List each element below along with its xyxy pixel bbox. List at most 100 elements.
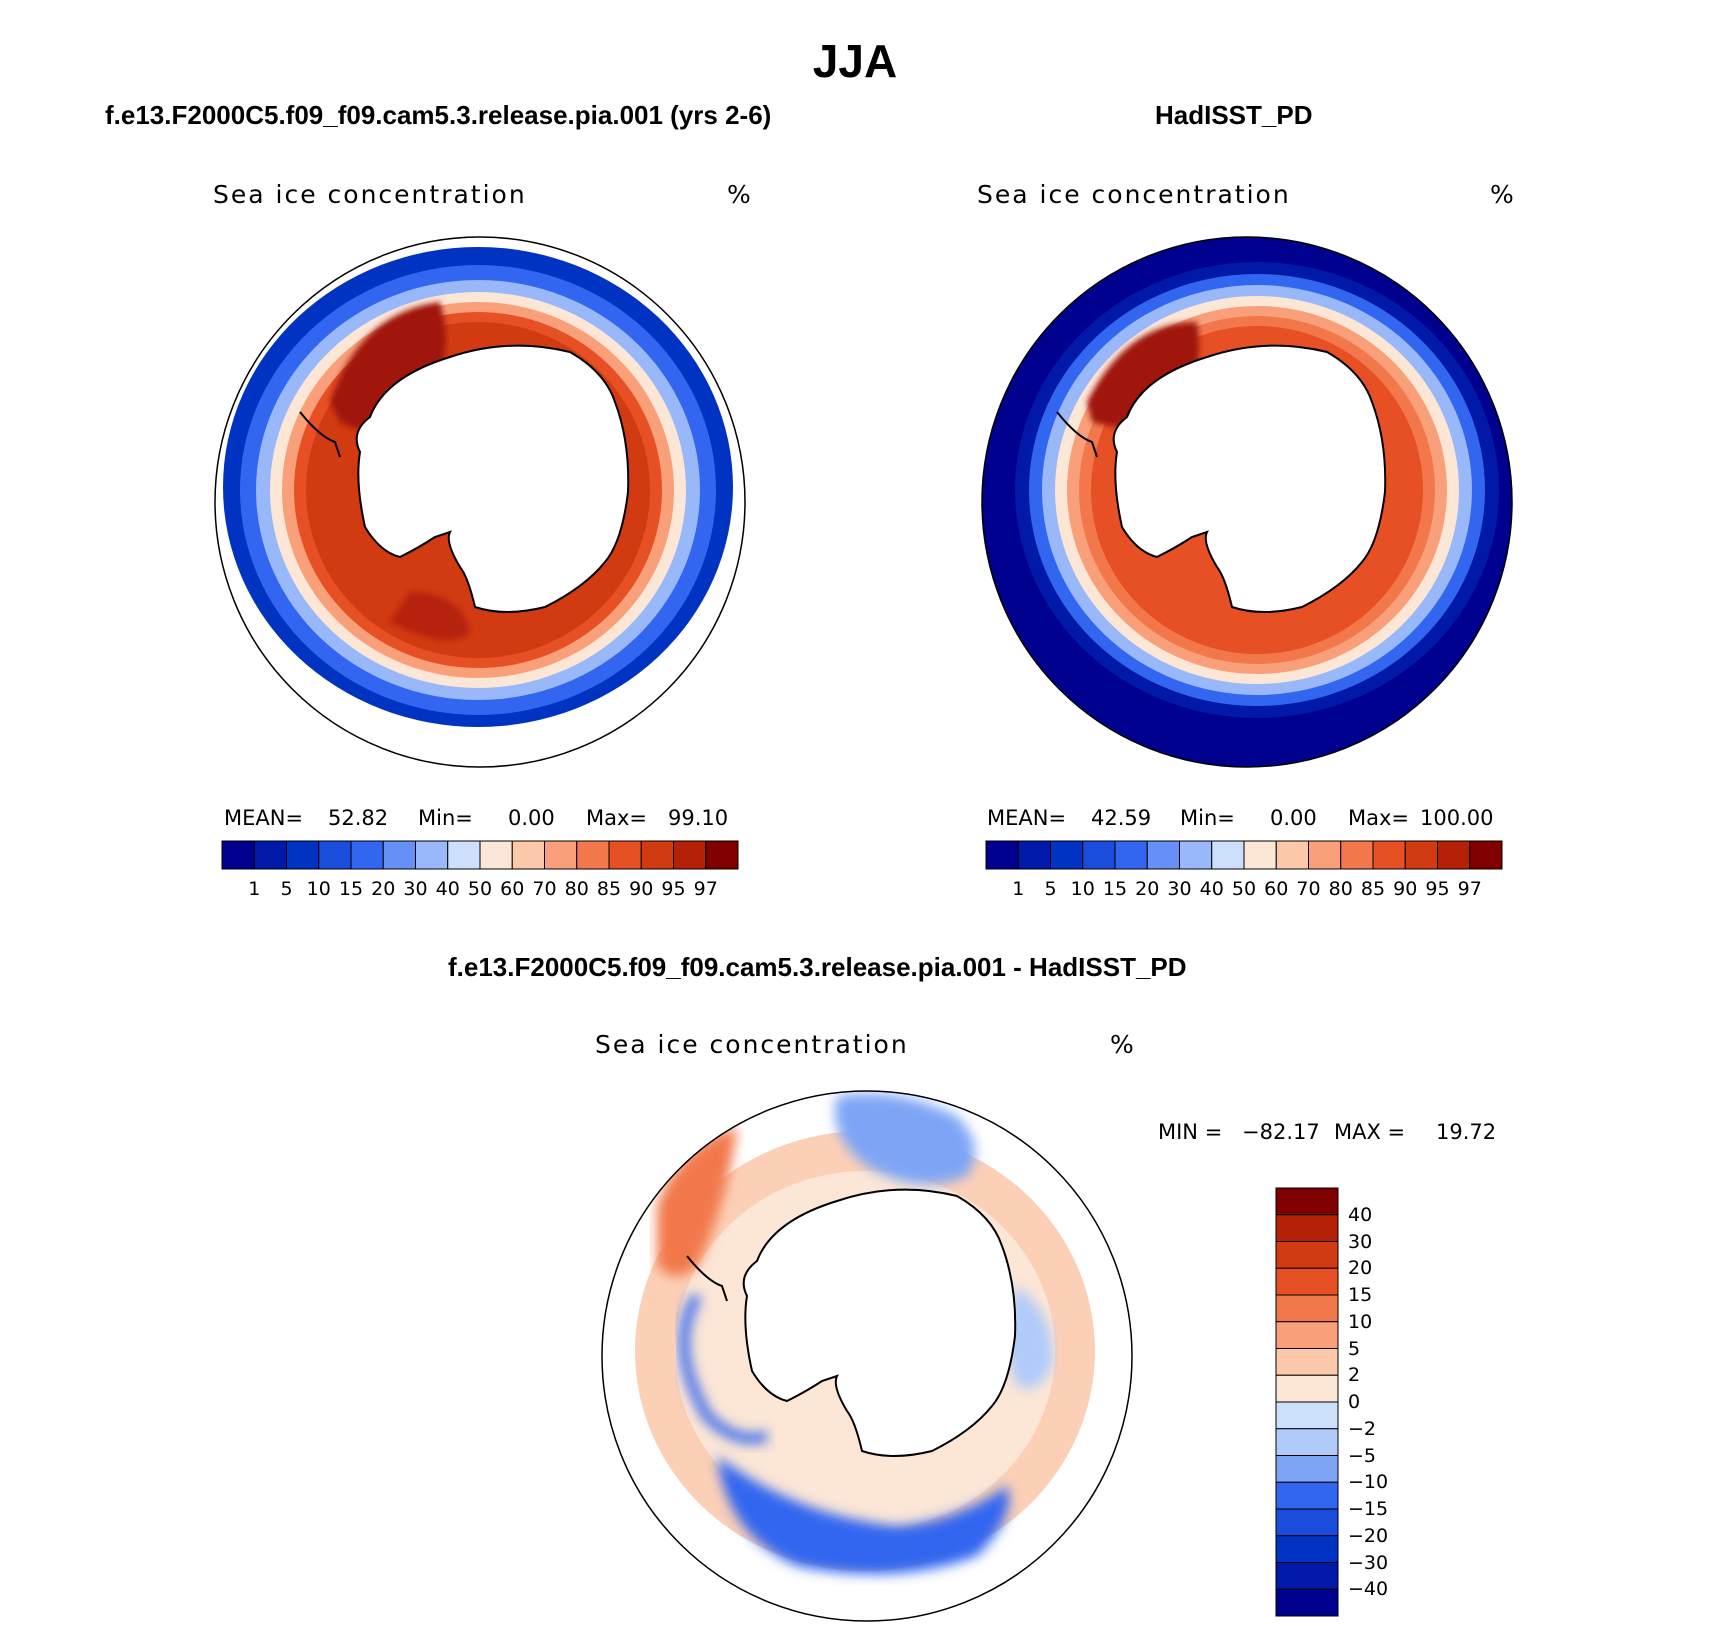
panel-1-map bbox=[214, 236, 746, 768]
panel-3-units: % bbox=[1110, 1030, 1136, 1059]
panel-2-colorbar-swatch bbox=[1146, 840, 1180, 870]
panel-3-colorbar-swatch bbox=[1275, 1294, 1339, 1323]
panel-1-min-value: 0.00 bbox=[508, 806, 555, 830]
panel-3-max-label: MAX = bbox=[1334, 1120, 1406, 1144]
panel-3-max-value: 19.72 bbox=[1436, 1120, 1497, 1144]
panel-1-colorbar-tick-label: 15 bbox=[338, 878, 364, 900]
panel-2-max-label: Max= bbox=[1348, 806, 1410, 830]
panel-2-colorbar-tick-label: 95 bbox=[1425, 878, 1450, 900]
panel-3-colorbar-tick-label: −10 bbox=[1348, 1471, 1389, 1494]
panel-1-colorbar-swatch bbox=[673, 840, 707, 870]
panel-2-colorbar-tick-label: 70 bbox=[1296, 878, 1321, 900]
panel-3-colorbar-tick-label: −5 bbox=[1348, 1444, 1377, 1467]
panel-2-colorbar-tick-label: 30 bbox=[1167, 878, 1192, 900]
panel-1-colorbar-swatch bbox=[253, 840, 287, 870]
panel-3-variable: Sea ice concentration bbox=[595, 1030, 909, 1059]
panel-1-colorbar-swatch bbox=[382, 840, 416, 870]
panel-3-colorbar-tick-label: 5 bbox=[1348, 1337, 1361, 1360]
panel-1-colorbar bbox=[221, 840, 739, 870]
panel-2-colorbar-swatch bbox=[1179, 840, 1213, 870]
panel-3-colorbar-swatch bbox=[1275, 1588, 1339, 1617]
panel-2-colorbar-swatch bbox=[985, 840, 1019, 870]
panel-2-colorbar-swatch bbox=[1017, 840, 1051, 870]
panel-1-colorbar-swatch bbox=[608, 840, 642, 870]
panel-1-colorbar-swatch bbox=[705, 840, 739, 870]
panel-1-max-label: Max= bbox=[586, 806, 648, 830]
panel-3-min-value: −82.17 bbox=[1242, 1120, 1320, 1144]
panel-2-variable: Sea ice concentration bbox=[977, 180, 1291, 209]
panel-2-colorbar-swatch bbox=[1082, 840, 1116, 870]
panel-3-colorbar bbox=[1275, 1187, 1339, 1617]
panel-3-colorbar-swatch bbox=[1275, 1535, 1339, 1563]
panel-1-colorbar-swatch bbox=[415, 840, 449, 870]
panel-2-colorbar-swatch bbox=[1340, 840, 1374, 870]
panel-2-colorbar-swatch bbox=[1050, 840, 1084, 870]
panel-1-colorbar-tick-label: 30 bbox=[403, 878, 428, 900]
panel-3-colorbar-tick-label: −30 bbox=[1348, 1551, 1389, 1574]
panel-2-colorbar-tick-label: 80 bbox=[1328, 878, 1353, 900]
panel-3-colorbar-swatch bbox=[1275, 1348, 1339, 1376]
panel-2-min-value: 0.00 bbox=[1270, 806, 1317, 830]
panel-1-colorbar-tick-label: 20 bbox=[371, 878, 396, 900]
panel-3-colorbar-swatch bbox=[1275, 1508, 1339, 1537]
panel-3-colorbar-swatch bbox=[1275, 1214, 1339, 1242]
panel-3-colorbar-swatch bbox=[1275, 1321, 1339, 1349]
panel-1-units: % bbox=[727, 180, 753, 209]
panel-2-colorbar-swatch bbox=[1243, 840, 1277, 870]
panel-2-colorbar-tick-label: 60 bbox=[1264, 878, 1289, 900]
panel-3-antarctica bbox=[742, 1188, 1017, 1457]
panel-1-colorbar-tick-label: 1 bbox=[248, 878, 261, 900]
panel-3-colorbar-tick-label: 40 bbox=[1348, 1203, 1373, 1226]
panel-2-units: % bbox=[1490, 180, 1516, 209]
panel-1-colorbar-tick-label: 40 bbox=[435, 878, 460, 900]
panel-1-colorbar-swatch bbox=[221, 840, 255, 870]
panel-2-colorbar-tick-label: 97 bbox=[1457, 878, 1482, 900]
panel-3-colorbar-swatch bbox=[1275, 1241, 1339, 1269]
panel-3-colorbar-tick-label: 30 bbox=[1348, 1230, 1373, 1253]
panel-2-max-value: 100.00 bbox=[1420, 806, 1494, 830]
panel-3-colorbar-swatch bbox=[1275, 1562, 1339, 1590]
panel-3-colorbar-tick-label: −2 bbox=[1348, 1417, 1377, 1440]
panel-1-colorbar-tick-label: 95 bbox=[661, 878, 686, 900]
panel-1-colorbar-tick-label: 70 bbox=[532, 878, 557, 900]
panel-2-colorbar-tick-label: 85 bbox=[1360, 878, 1386, 900]
panel-1-max-value: 99.10 bbox=[668, 806, 729, 830]
panel-1-colorbar-tick-label: 80 bbox=[564, 878, 589, 900]
panel-1-colorbar-tick-label: 90 bbox=[629, 878, 654, 900]
panel-3-colorbar-tick-label: 20 bbox=[1348, 1257, 1373, 1280]
panel-1-colorbar-tick-label: 10 bbox=[306, 878, 331, 900]
panel-1-colorbar-tick-label: 97 bbox=[693, 878, 718, 900]
panel-2-colorbar-swatch bbox=[1469, 840, 1503, 870]
panel-3-colorbar-labels: 40 30 20 15 10 5 2 0 −2 −5 −10 −15 −20 −30 −40 bbox=[1348, 1188, 1428, 1616]
panel-1-colorbar-tick-label: 50 bbox=[467, 878, 493, 900]
panel-2-colorbar-swatch bbox=[1211, 840, 1245, 870]
panel-2-heading: HadISST_PD bbox=[1155, 100, 1313, 130]
panel-2-colorbar-tick-label: 50 bbox=[1231, 878, 1257, 900]
panel-3-map bbox=[601, 1090, 1133, 1622]
panel-3-colorbar-swatch bbox=[1275, 1401, 1339, 1430]
panel-2-colorbar-tick-label: 40 bbox=[1199, 878, 1224, 900]
panel-2-colorbar-tick-label: 5 bbox=[1044, 878, 1057, 900]
panel-2-map bbox=[981, 236, 1513, 768]
panel-1-variable: Sea ice concentration bbox=[213, 180, 527, 209]
panel-1-colorbar-swatch bbox=[576, 840, 610, 870]
panel-1-colorbar-tick-label: 85 bbox=[596, 878, 622, 900]
panel-3-colorbar-tick-label: 2 bbox=[1348, 1364, 1361, 1387]
panel-1-colorbar-labels: 1 5 10 15 20 30 40 50 60 70 80 85 90 95 97 bbox=[222, 878, 738, 902]
panel-2-colorbar-labels: 1 5 10 15 20 30 40 50 60 70 80 85 90 95 97 bbox=[986, 878, 1502, 902]
panel-3-colorbar-tick-label: −15 bbox=[1348, 1498, 1389, 1520]
panel-3-heading: f.e13.F2000C5.f09_f09.cam5.3.release.pia… bbox=[448, 952, 1187, 982]
panel-2-colorbar bbox=[985, 840, 1503, 870]
panel-3-colorbar-tick-label: 10 bbox=[1348, 1310, 1373, 1333]
panel-3-colorbar-swatch bbox=[1275, 1481, 1339, 1510]
panel-3-colorbar-swatch bbox=[1275, 1267, 1339, 1296]
panel-3-colorbar-swatch bbox=[1275, 1187, 1339, 1216]
panel-1-colorbar-tick-label: 5 bbox=[280, 878, 293, 900]
panel-3-colorbar-tick-label: 15 bbox=[1348, 1284, 1373, 1306]
panel-2-colorbar-swatch bbox=[1437, 840, 1471, 870]
panel-1-colorbar-swatch bbox=[544, 840, 578, 870]
panel-3-colorbar-swatch bbox=[1275, 1428, 1339, 1456]
panel-1-colorbar-swatch bbox=[511, 840, 545, 870]
panel-3-min-label: MIN = bbox=[1158, 1120, 1223, 1144]
panel-2-colorbar-tick-label: 20 bbox=[1135, 878, 1160, 900]
